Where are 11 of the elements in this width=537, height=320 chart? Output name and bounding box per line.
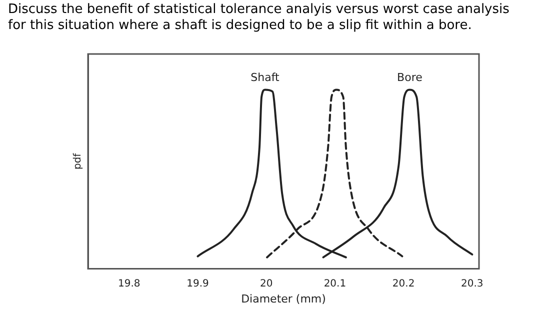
y-axis-title: pdf	[72, 152, 84, 170]
chart-title: Discuss the benefit of statistical tolerance analyis versus worst case analysis for this situation where a shaft is designed to be a slip fit within a bore.	[8, 2, 510, 34]
x-tick-label: 20.1	[324, 278, 346, 290]
x-tick-label: 20.3	[461, 278, 484, 290]
x-tick-label: 20.2	[392, 278, 415, 290]
series-label: Bore	[397, 71, 423, 84]
series-label: Shaft	[250, 71, 280, 84]
x-tick-label: 20	[260, 278, 273, 290]
x-tick-label: 19.8	[118, 278, 140, 290]
x-axis-title: Diameter (mm)	[241, 292, 326, 306]
x-tick-label: 19.9	[186, 278, 209, 290]
